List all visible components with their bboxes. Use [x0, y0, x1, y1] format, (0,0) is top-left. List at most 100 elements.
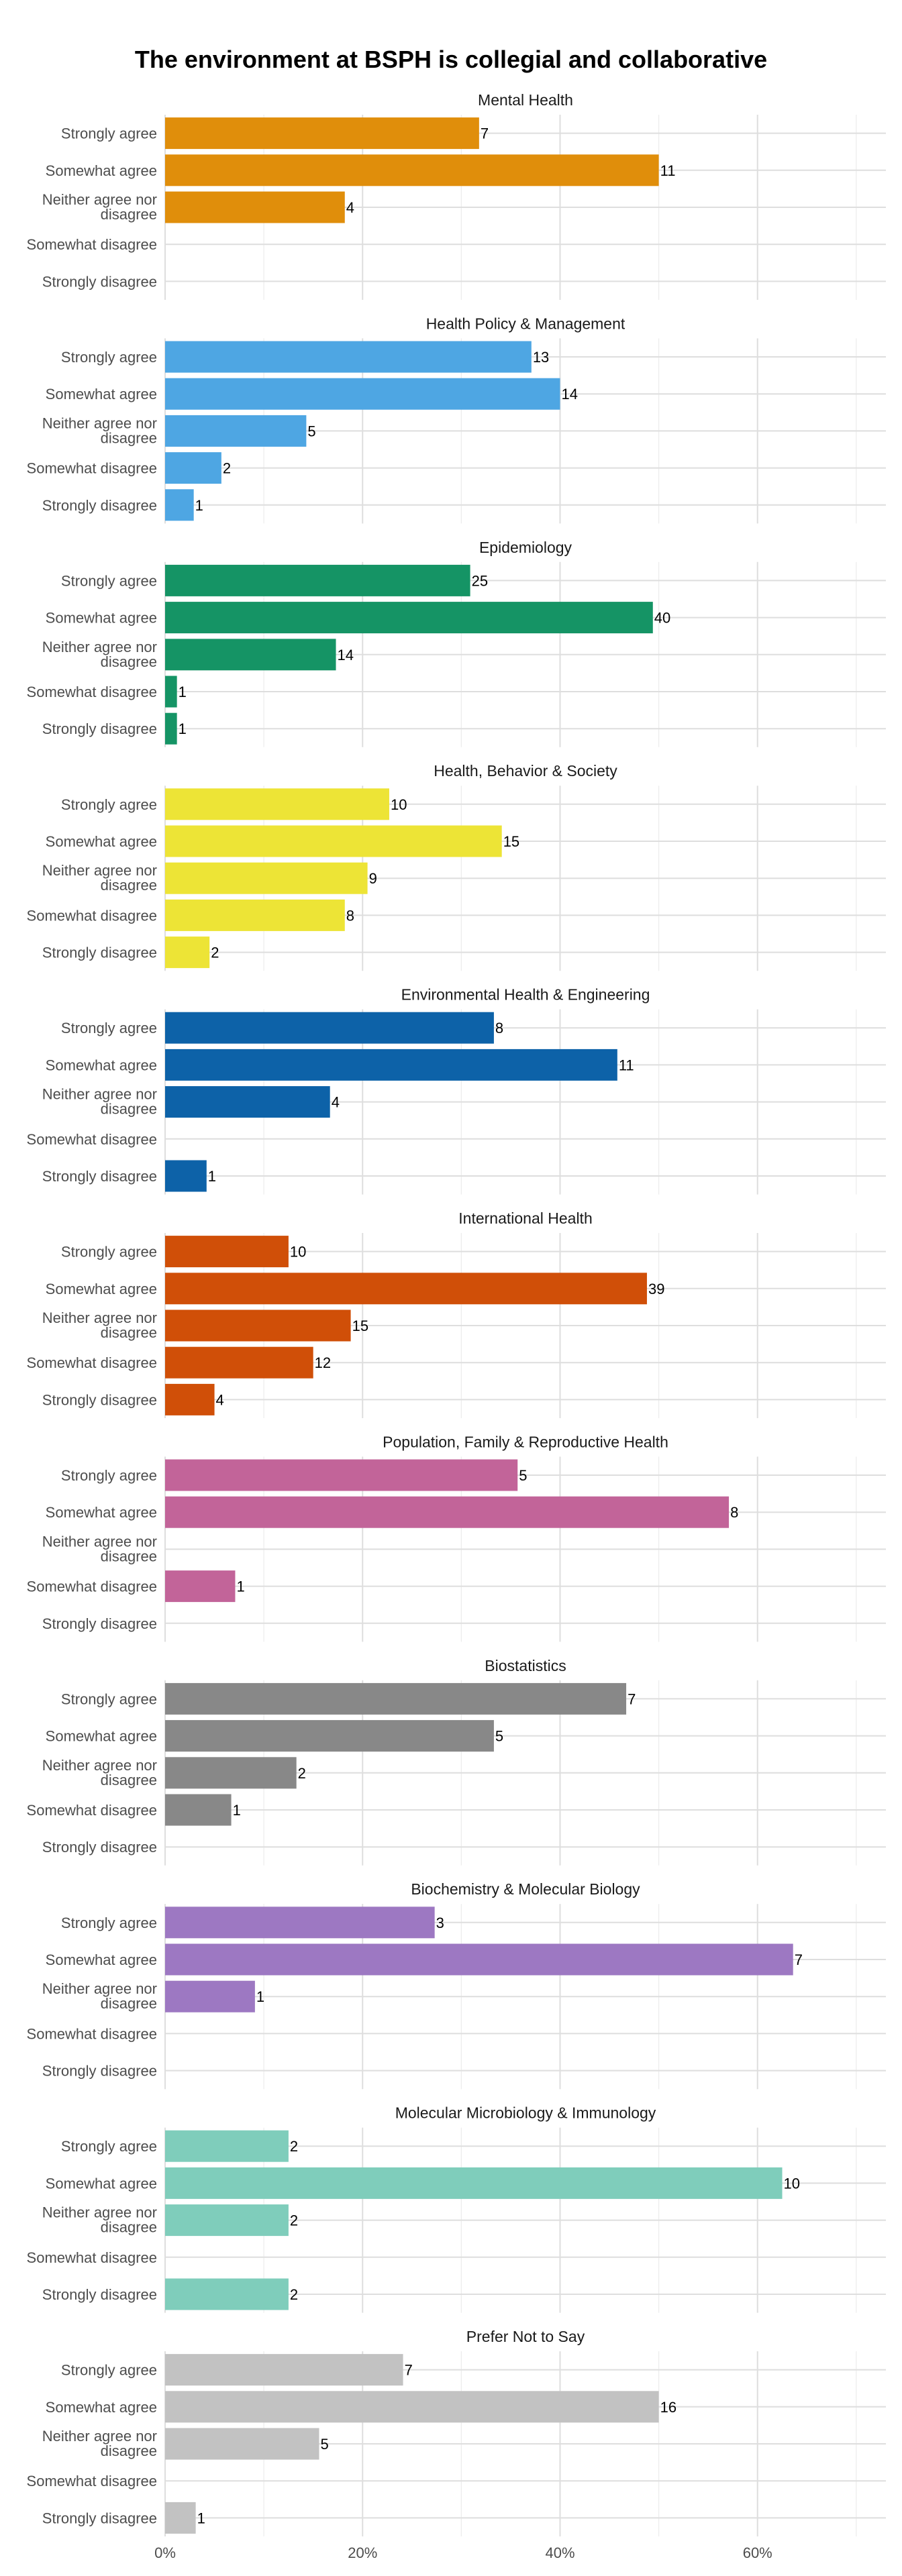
category-label: Neither agree nor	[42, 2204, 157, 2221]
bar	[165, 1086, 330, 1118]
bar	[165, 1383, 215, 1415]
category-label: disagree	[101, 1548, 157, 1564]
bar	[165, 2502, 196, 2534]
bar-value-label: 8	[730, 1504, 738, 1521]
bar-value-label: 4	[216, 1391, 224, 1408]
category-label: Strongly disagree	[42, 497, 157, 514]
bar	[165, 1943, 793, 1976]
bar	[165, 1273, 647, 1305]
bar	[165, 1309, 351, 1342]
bar-value-label: 8	[346, 907, 354, 924]
bar	[165, 1682, 627, 1715]
category-label: Somewhat agree	[46, 162, 157, 179]
panel-title: International Health	[458, 1210, 592, 1227]
category-label: Strongly disagree	[42, 273, 157, 290]
bar	[165, 602, 653, 634]
bar-value-label: 10	[391, 796, 407, 813]
bar-value-label: 9	[369, 870, 377, 887]
category-label: disagree	[101, 2219, 157, 2236]
bar-value-label: 1	[179, 684, 187, 700]
bar-value-label: 14	[561, 386, 577, 402]
bar	[165, 191, 345, 223]
bar	[165, 1980, 255, 2012]
bar-value-label: 16	[660, 2399, 676, 2416]
panel-title: Biochemistry & Molecular Biology	[411, 1880, 640, 1898]
bar-value-label: 1	[233, 1802, 241, 1819]
category-label: Somewhat agree	[46, 1728, 157, 1745]
bar-value-label: 7	[795, 1951, 803, 1968]
bar	[165, 117, 479, 150]
category-label: Somewhat disagree	[27, 1578, 157, 1595]
category-label: Strongly disagree	[42, 1391, 157, 1408]
category-label: Strongly agree	[61, 349, 157, 366]
bar-value-label: 1	[236, 1578, 244, 1595]
category-label: Somewhat disagree	[27, 907, 157, 924]
bar	[165, 2204, 289, 2237]
category-label: Strongly agree	[61, 2362, 157, 2379]
category-label: Strongly agree	[61, 2138, 157, 2155]
category-label: disagree	[101, 1101, 157, 1118]
bar	[165, 899, 345, 931]
bar	[165, 154, 659, 186]
panel-title: Population, Family & Reproductive Health	[383, 1433, 668, 1450]
panel-title: Epidemiology	[479, 539, 572, 556]
category-label: Strongly agree	[61, 1690, 157, 1707]
bar-value-label: 5	[307, 423, 315, 439]
category-label: Somewhat disagree	[27, 236, 157, 253]
bar-value-label: 5	[495, 1728, 503, 1745]
category-label: Somewhat disagree	[27, 1131, 157, 1148]
category-label: Strongly disagree	[42, 2510, 157, 2526]
bar	[165, 564, 470, 596]
panel-title: Health, Behavior & Society	[434, 762, 617, 780]
bar-value-label: 5	[519, 1467, 527, 1484]
category-label: Strongly disagree	[42, 2063, 157, 2080]
bar	[165, 1757, 297, 1789]
category-label: Neither agree nor	[42, 1309, 157, 1326]
category-label: Somewhat disagree	[27, 2249, 157, 2266]
bar	[165, 712, 177, 745]
bar	[165, 1720, 494, 1752]
bar-value-label: 1	[179, 720, 187, 737]
bar-value-label: 3	[436, 1915, 444, 1931]
bar	[165, 2428, 319, 2460]
bar	[165, 1794, 232, 1826]
bar-value-label: 2	[290, 2138, 298, 2155]
bar	[165, 1160, 207, 1192]
bar	[165, 415, 307, 447]
category-label: disagree	[101, 877, 157, 894]
panel-title: Prefer Not to Say	[466, 2328, 585, 2345]
category-label: Somewhat disagree	[27, 460, 157, 477]
category-label: Strongly disagree	[42, 720, 157, 737]
bar	[165, 489, 194, 521]
bar	[165, 2130, 289, 2162]
bar	[165, 862, 368, 894]
category-label: Strongly agree	[61, 1467, 157, 1484]
bar	[165, 452, 221, 484]
category-label: Somewhat agree	[46, 1951, 157, 1968]
panel-title: Molecular Microbiology & Immunology	[395, 2104, 656, 2122]
bar-value-label: 1	[256, 1988, 264, 2005]
chart-title: The environment at BSPH is collegial and…	[134, 46, 768, 73]
bar	[165, 2391, 659, 2423]
bar-value-label: 7	[628, 1690, 636, 1707]
bar	[165, 2278, 289, 2310]
category-label: Neither agree nor	[42, 1086, 157, 1103]
category-label: Neither agree nor	[42, 2428, 157, 2445]
panel-title: Health Policy & Management	[426, 315, 625, 332]
bar	[165, 1236, 289, 1268]
category-label: Somewhat disagree	[27, 2473, 157, 2489]
bar-value-label: 14	[338, 647, 354, 663]
category-label: Strongly disagree	[42, 1615, 157, 1632]
bar-value-label: 8	[495, 1020, 503, 1036]
category-label: Somewhat disagree	[27, 1354, 157, 1371]
bar-value-label: 1	[208, 1168, 216, 1185]
category-label: Somewhat agree	[46, 386, 157, 402]
x-tick-label: 20%	[348, 2544, 377, 2561]
category-label: disagree	[101, 1324, 157, 1341]
bar-value-label: 2	[298, 1765, 306, 1782]
bar	[165, 341, 532, 373]
bar-value-label: 7	[481, 125, 489, 142]
category-label: Strongly disagree	[42, 2286, 157, 2303]
category-label: Neither agree nor	[42, 191, 157, 208]
